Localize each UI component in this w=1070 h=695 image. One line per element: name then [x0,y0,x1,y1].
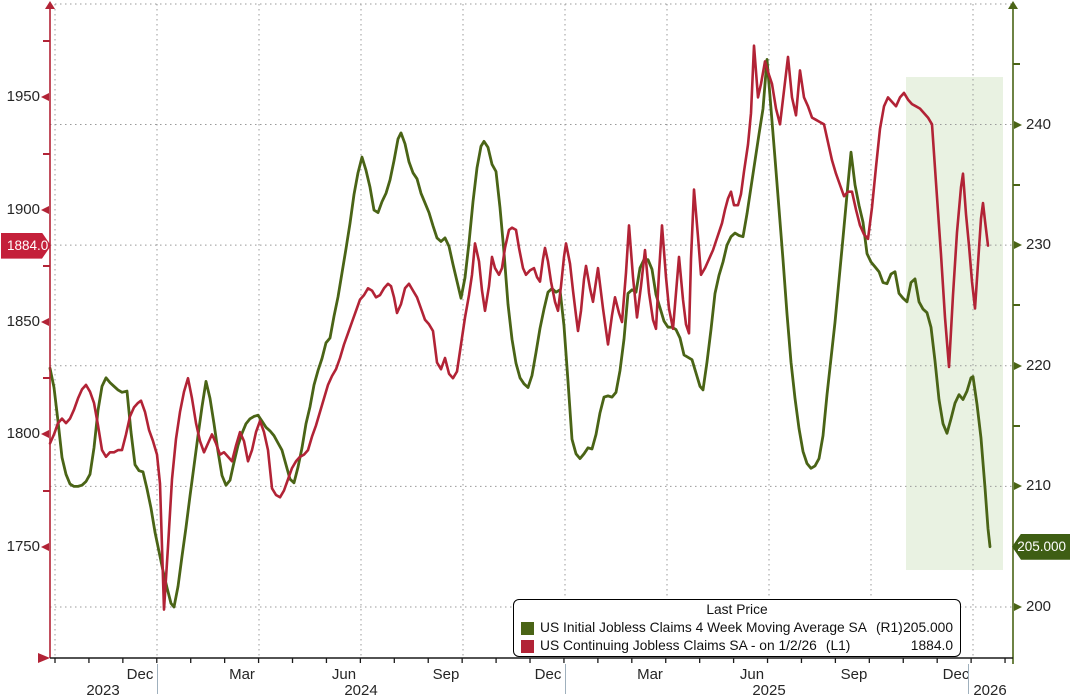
left-axis-tick-label: 1750 [6,537,40,555]
legend-series-name: US Continuing Jobless Claims SA - on 1/2… [540,638,817,653]
right-axis-minor-tick [1013,63,1020,66]
legend-last-price: 1884.0 [910,638,953,653]
right-axis-tick-arrow-icon [1014,482,1022,491]
left-axis-last-price-badge: 1884.0 [1,233,51,259]
left-axis-bottom-arrow-icon [38,653,50,663]
x-axis-year-separator [157,664,158,694]
legend-row-initial-claims: US Initial Jobless Claims 4 Week Moving … [521,619,953,637]
left-axis-minor-tick [43,40,50,43]
right-axis-minor-tick [1013,425,1020,428]
left-axis-tick-arrow-icon [41,430,49,439]
legend-axis-tag: (R1) [875,620,903,635]
right-axis-tick-label: 200 [1026,598,1052,615]
x-axis-month-label: Dec [534,666,562,683]
left-axis-tick-arrow-icon [41,205,49,214]
x-axis-month-label: Sep [432,666,460,683]
x-axis-month-label: Sep [840,666,868,683]
x-axis-month-label: Jun [331,666,357,683]
x-axis-month-label: Mar [637,666,663,683]
x-axis-year-separator [565,664,566,694]
right-axis-tick-arrow-icon [1014,361,1022,370]
x-axis-year-label: 2024 [344,682,378,695]
right-axis-tick-arrow-icon [1014,120,1022,129]
right-axis-tick-arrow-icon [1014,241,1022,250]
right-axis-minor-tick [1013,304,1020,307]
x-axis-year-separator [968,664,969,694]
right-axis-tick-label: 240 [1026,115,1052,133]
left-axis-minor-tick [43,377,50,380]
continuing-claims-line [48,44,990,611]
legend-axis-tag: (L1) [825,638,851,653]
x-axis-month-label: Jun [739,666,765,683]
right-axis-minor-tick [1013,183,1020,186]
initial-claims-swatch-icon [521,621,534,635]
left-axis-tick-arrow-icon [41,318,49,327]
left-axis-tick-label: 1900 [6,200,40,218]
legend-row-continuing-claims: US Continuing Jobless Claims SA - on 1/2… [521,637,953,655]
left-axis-tick-arrow-icon [41,93,49,102]
initial-claims-line [48,58,992,609]
x-axis-month-label: Mar [229,666,255,683]
left-axis-tick-label: 1850 [6,313,40,331]
left-axis-tick-arrow-icon [41,542,49,551]
right-axis-top-arrow-icon [1008,1,1018,9]
left-axis-minor-tick [43,489,50,492]
x-axis-year-label: 2023 [86,682,120,695]
continuing-claims-swatch-icon [521,639,534,653]
x-axis-year-label: 2026 [973,682,1007,695]
legend-last-price: 205.000 [903,620,953,635]
legend-box: Last Price US Initial Jobless Claims 4 W… [513,599,961,657]
left-axis-tick-label: 1800 [6,425,40,443]
left-axis-top-arrow-icon [45,1,55,9]
right-axis-last-price-badge: 205.000 [1012,533,1070,560]
legend-title: Last Price [706,602,768,617]
right-axis-tick-label: 210 [1026,477,1052,495]
highlight-region [906,77,1003,570]
x-axis-month-label: Dec [942,666,970,683]
left-axis-minor-tick [43,264,50,267]
right-axis-tick-label: 230 [1026,236,1052,254]
x-axis-month-label: Dec [126,666,154,683]
left-axis-minor-tick [43,152,50,155]
legend-series-name: US Initial Jobless Claims 4 Week Moving … [540,620,867,635]
right-axis-tick-label: 220 [1026,356,1052,374]
left-axis-tick-label: 1950 [6,88,40,106]
x-axis-year-label: 2025 [752,682,786,695]
right-axis-tick-arrow-icon [1014,603,1022,611]
